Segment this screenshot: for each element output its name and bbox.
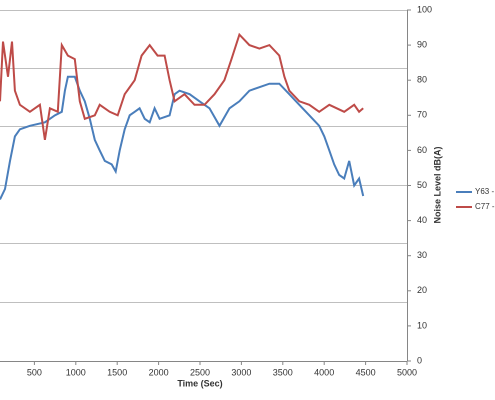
x-tick-label: 1500 (107, 367, 127, 377)
y-tick-label: 100 (417, 4, 432, 14)
y-tick-label: 20 (417, 285, 427, 295)
x-tick-label: 4500 (356, 367, 376, 377)
x-axis-label: Time (Sec) (177, 378, 222, 388)
y-tick-label: 10 (417, 320, 427, 330)
y-tick-label: 30 (417, 250, 427, 260)
x-tick-label: 2000 (149, 367, 169, 377)
x-tick-label: 1000 (66, 367, 86, 377)
line-series (0, 32, 364, 141)
y-axis-label: Noise Level dB(A) (432, 146, 442, 223)
y-tick-label: 70 (417, 110, 427, 120)
y-tick-label: 60 (417, 145, 427, 155)
x-tick-label: 3500 (273, 367, 293, 377)
y-tick-label: 80 (417, 75, 427, 85)
y-tick-label: 50 (417, 180, 427, 190)
legend-label: Y63 - C (475, 187, 495, 196)
y-tick-label: 90 (417, 39, 427, 49)
y-tick-label: 40 (417, 215, 427, 225)
x-tick-label: 5000 (397, 367, 417, 377)
x-tick-label: 2500 (190, 367, 210, 377)
line-series (0, 75, 365, 200)
y-tick-label: 0 (417, 355, 422, 365)
legend-label: C77 - N (475, 202, 495, 211)
x-tick-label: 500 (27, 367, 42, 377)
x-tick-label: 3000 (231, 367, 251, 377)
x-tick-label: 4000 (314, 367, 334, 377)
